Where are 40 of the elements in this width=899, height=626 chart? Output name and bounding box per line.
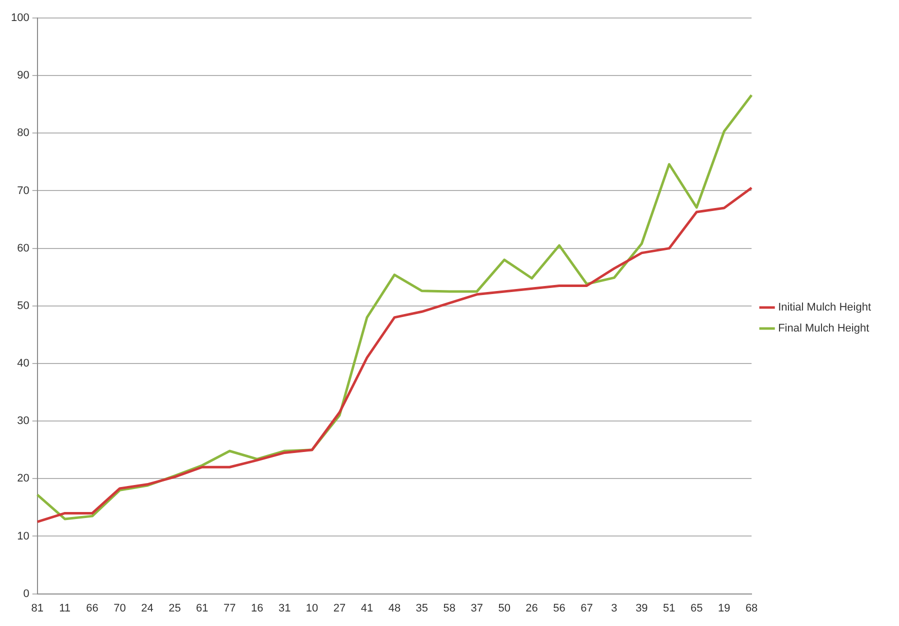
y-tick-label: 50	[17, 300, 30, 312]
x-tick-label: 35	[416, 602, 428, 614]
x-tick-label: 65	[690, 602, 703, 614]
x-tick-label: 24	[141, 602, 154, 614]
x-tick-label: 58	[443, 602, 456, 614]
x-tick-label: 10	[306, 602, 318, 614]
x-tick-label: 3	[611, 602, 618, 614]
y-tick-label: 60	[17, 242, 30, 254]
x-tick-label: 81	[31, 602, 44, 614]
x-tick-label: 56	[553, 602, 566, 614]
x-tick-label: 50	[498, 602, 510, 614]
x-tick-label: 25	[168, 602, 181, 614]
x-tick-label: 26	[526, 602, 538, 614]
x-tick-label: 19	[718, 602, 730, 614]
y-tick-label: 100	[10, 12, 30, 24]
x-tick-label: 31	[278, 602, 291, 614]
y-tick-label: 0	[23, 588, 30, 600]
x-tick-label: 11	[59, 602, 71, 614]
legend-label: Final Mulch Height	[778, 322, 870, 335]
x-tick-label: 66	[86, 602, 98, 614]
y-tick-label: 40	[17, 358, 30, 370]
x-tick-label: 77	[224, 602, 236, 614]
y-tick-label: 20	[17, 472, 30, 485]
x-tick-label: 48	[388, 602, 401, 614]
x-tick-label: 61	[196, 602, 208, 614]
y-tick-label: 80	[17, 127, 30, 140]
x-tick-label: 37	[470, 602, 483, 614]
x-tick-label: 41	[360, 602, 374, 614]
y-tick-label: 70	[17, 184, 30, 197]
y-tick-label: 30	[17, 415, 30, 428]
x-tick-label: 67	[580, 602, 593, 614]
x-tick-label: 68	[745, 602, 758, 614]
x-tick-label: 70	[114, 602, 126, 614]
x-tick-label: 39	[636, 602, 648, 614]
x-tick-label: 16	[250, 602, 264, 614]
x-tick-label: 51	[663, 602, 676, 614]
y-tick-label: 10	[17, 530, 30, 542]
y-tick-label: 90	[17, 70, 30, 82]
legend-label: Initial Mulch Height	[778, 302, 872, 314]
x-tick-label: 27	[333, 602, 346, 614]
